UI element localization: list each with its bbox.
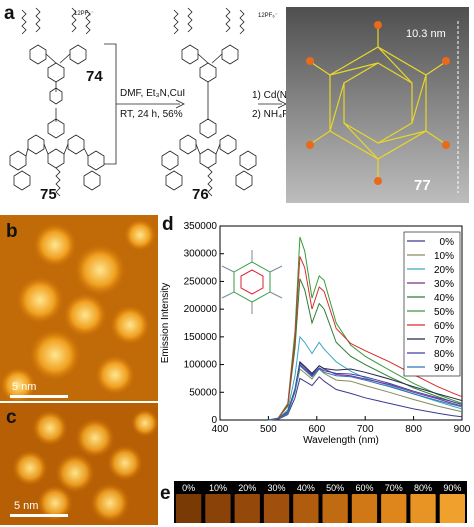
- compound-77-render: 10.3 nm 77: [286, 7, 469, 203]
- vial: [381, 494, 407, 523]
- step1-conditions-line1: DMF, Et₃N,CuI: [120, 88, 186, 99]
- counter-ion-74: 12PF₆⁻: [74, 11, 94, 17]
- x-axis-label: Wavelength (nm): [303, 435, 379, 446]
- y-tick-label: 50000: [189, 387, 217, 398]
- vial-label: 10%: [209, 483, 227, 493]
- vial-label: 80%: [414, 483, 432, 493]
- legend-entry: 70%: [434, 335, 454, 346]
- vial-photo: 0% 10% 20% 30% 40% 50% 60% 70% 80% 90%: [174, 481, 467, 523]
- step2-conditions-line1: 1) Cd(NO₃)₂: [252, 90, 307, 101]
- scale-bar-c: [10, 514, 68, 517]
- y-tick-label: 350000: [184, 221, 218, 232]
- vial-label: 20%: [238, 483, 256, 493]
- vial-label: 90%: [443, 483, 461, 493]
- compound-74-label: 74: [86, 68, 103, 85]
- vial-label: 0%: [182, 483, 195, 493]
- vial-label: 30%: [268, 483, 286, 493]
- scale-label-c: 5 nm: [14, 500, 39, 512]
- y-tick-label: 150000: [184, 332, 218, 343]
- legend-entry: 30%: [434, 279, 454, 290]
- x-tick-label: 700: [357, 424, 374, 435]
- size-label: 10.3 nm: [406, 28, 446, 40]
- compound-77-label: 77: [414, 177, 431, 194]
- counter-ion-76: 12PF₆⁻: [258, 13, 278, 19]
- vial: [293, 494, 319, 523]
- step2-conditions-line2: 2) NH₄PF₆: [252, 109, 300, 120]
- panel-label-c: c: [6, 407, 17, 428]
- panel-label-e: e: [160, 483, 171, 504]
- x-tick-label: 800: [405, 424, 422, 435]
- vial: [322, 494, 348, 523]
- legend-entry: 90%: [434, 363, 454, 374]
- emission-chart: 400 500 600 700 800 900 0 50000 100000 150000 2000…: [160, 221, 471, 446]
- vial-label: 50%: [326, 483, 344, 493]
- series-line-50pct: [268, 236, 463, 421]
- y-tick-label: 100000: [184, 360, 218, 371]
- scale-label-b: 5 nm: [12, 381, 37, 393]
- legend-entry: 0%: [440, 237, 455, 248]
- series-line-40pct: [268, 278, 463, 421]
- y-tick-label: 0: [211, 415, 217, 426]
- vial: [176, 494, 202, 523]
- series-line-90pct: [268, 364, 463, 421]
- compound-75-label: 75: [40, 186, 57, 203]
- legend-box: [403, 231, 461, 377]
- vial-label: 40%: [297, 483, 315, 493]
- y-axis-label: Emission Intensity: [160, 283, 171, 364]
- vial: [205, 494, 231, 523]
- legend-entry: 10%: [434, 251, 454, 262]
- panel-label-d: d: [162, 214, 174, 235]
- legend-entry: 40%: [434, 293, 454, 304]
- legend-entry: 50%: [434, 307, 454, 318]
- x-tick-label: 400: [212, 424, 229, 435]
- afm-image-c: [0, 403, 158, 525]
- vial: [351, 494, 378, 523]
- x-tick-label: 600: [308, 424, 325, 435]
- series-line-0pct: [268, 376, 463, 421]
- legend-entry: 60%: [434, 321, 454, 332]
- panel-label-b: b: [6, 221, 18, 242]
- panel-label-a: a: [4, 3, 15, 24]
- y-tick-label: 200000: [184, 304, 218, 315]
- vial-label: 60%: [355, 483, 373, 493]
- x-tick-label: 500: [260, 424, 277, 435]
- afm-image-b: [0, 215, 158, 401]
- synthesis-scheme: [9, 7, 287, 197]
- series-line-60pct: [268, 256, 463, 421]
- y-tick-label: 300000: [184, 249, 218, 260]
- compound-76-label: 76: [192, 186, 209, 203]
- vial: [234, 494, 260, 523]
- y-tick-label: 250000: [184, 276, 218, 287]
- legend-entry: 80%: [434, 349, 454, 360]
- legend-entry: 20%: [434, 265, 454, 276]
- plot-frame: [219, 225, 463, 421]
- step1-conditions-line2: RT, 24 h, 56%: [120, 109, 183, 120]
- vial: [263, 494, 290, 523]
- vial: [410, 494, 436, 523]
- vial: [439, 494, 465, 523]
- hexagonal-metallo-structure: [306, 21, 459, 193]
- x-tick-label: 900: [454, 424, 471, 435]
- scale-bar-b: [10, 395, 68, 398]
- vial-label: 70%: [385, 483, 403, 493]
- inset-molecule-diagram: [221, 250, 283, 314]
